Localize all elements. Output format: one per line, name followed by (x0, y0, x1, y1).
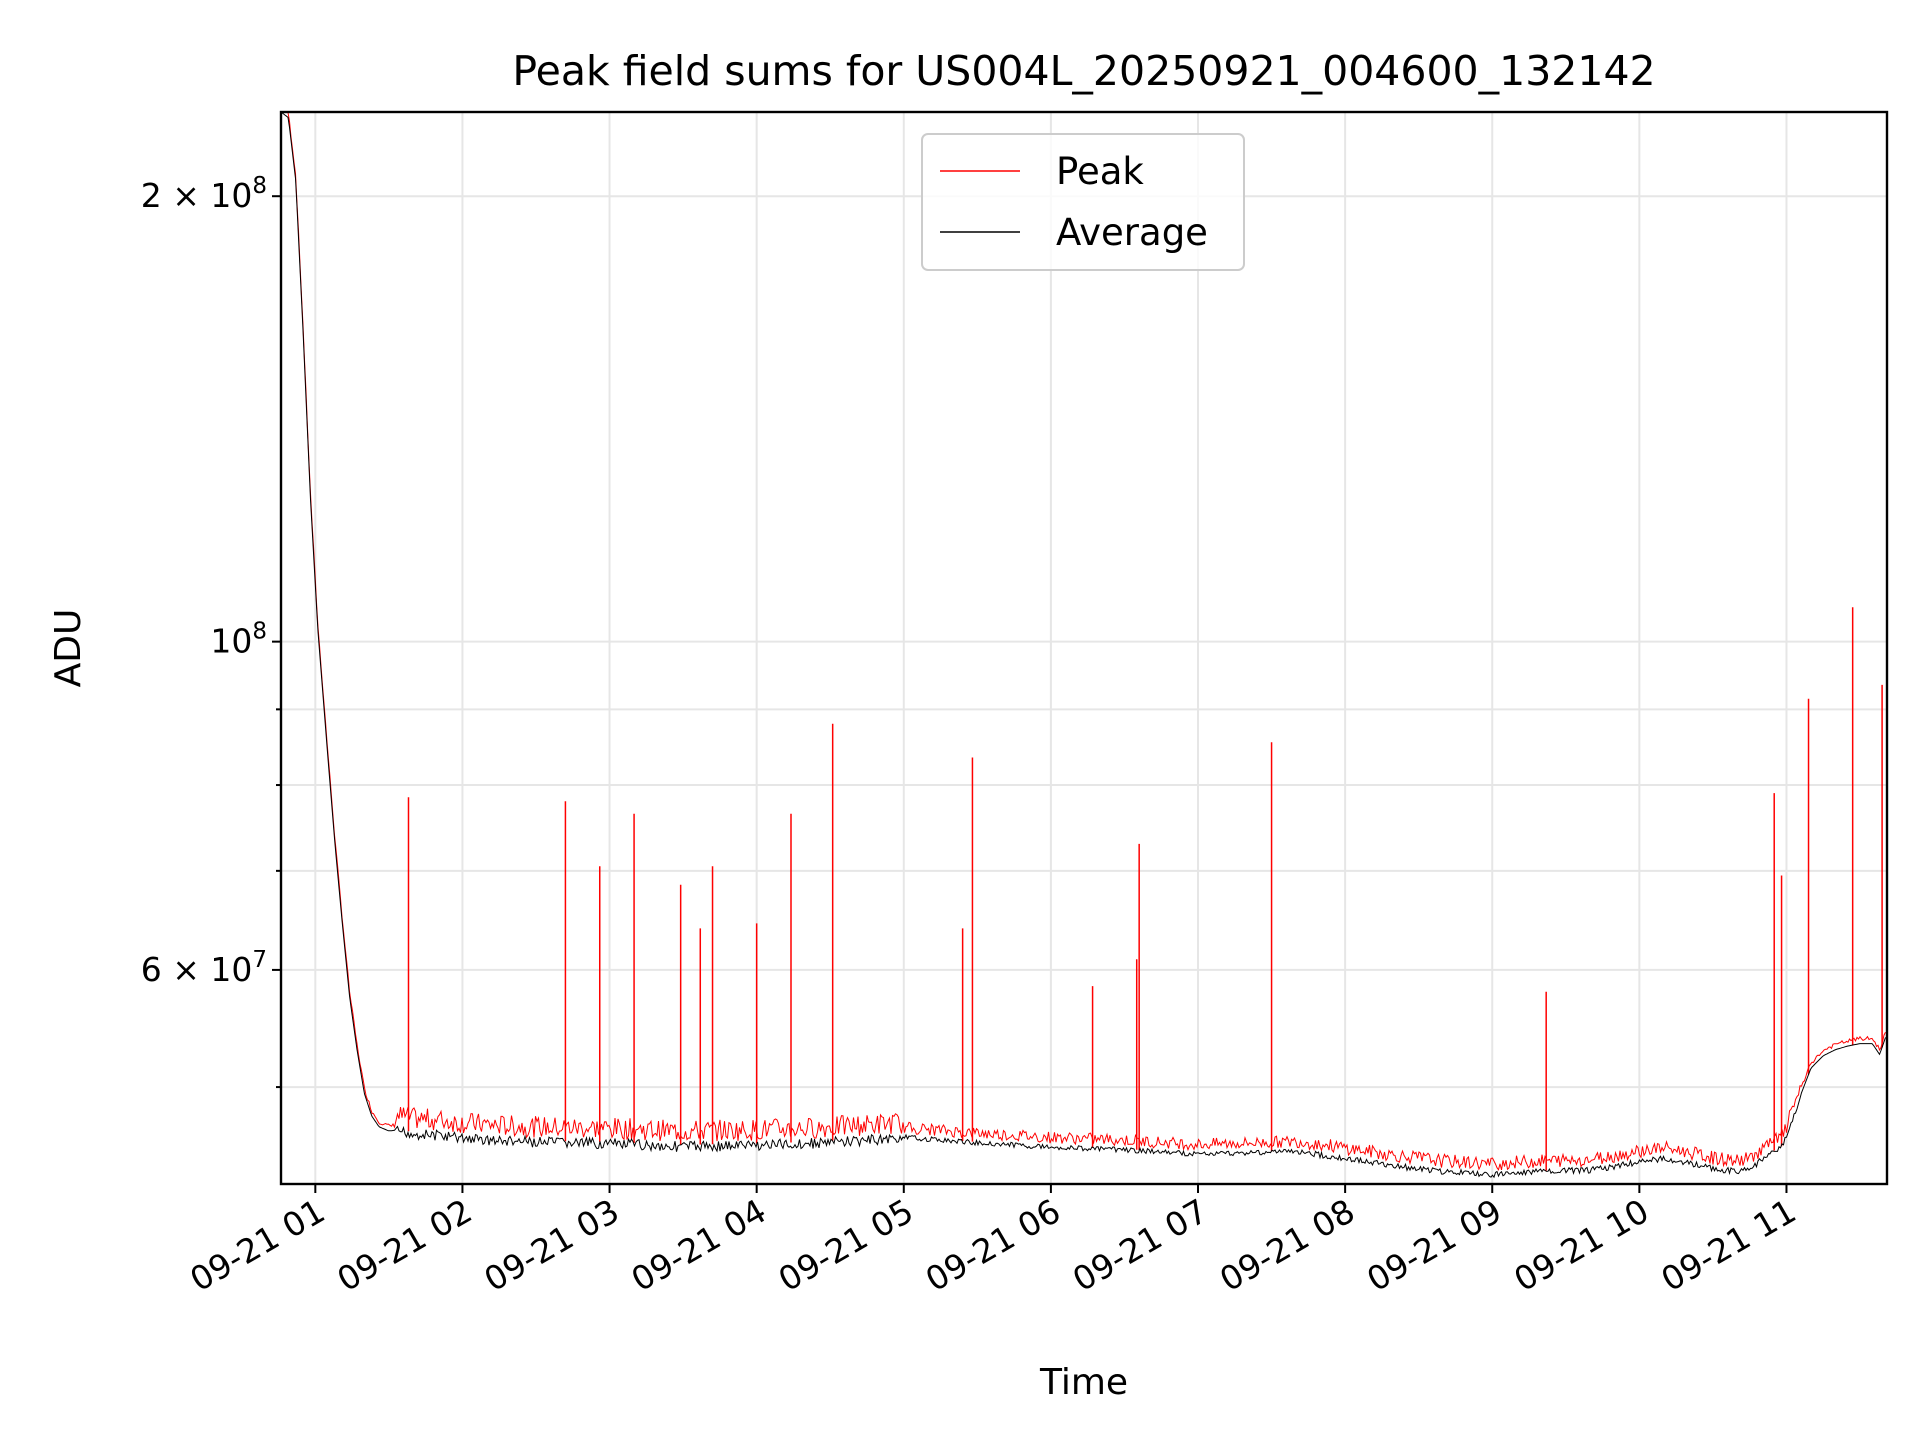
legend-box (921, 133, 1245, 271)
average-line (281, 112, 1886, 1179)
y-tick-label: 2 × 108 (141, 173, 267, 215)
legend: Peak Average (921, 133, 1245, 271)
plot-lines (281, 112, 1886, 1179)
x-axis-label: Time (1039, 1362, 1128, 1403)
y-tick-label: 6 × 107 (141, 947, 267, 989)
chart-title: Peak field sums for US004L_20250921_0046… (512, 47, 1655, 95)
y-axis: 108 2 × 108 6 × 107 (141, 173, 281, 1089)
y-axis-label: ADU (48, 609, 89, 688)
legend-label-average: Average (1056, 211, 1208, 254)
plot-frame (279, 110, 1889, 1186)
y-tick-label: 108 (210, 619, 267, 661)
legend-label-peak: Peak (1056, 150, 1144, 193)
grid (281, 112, 1887, 1184)
peak-line (282, 112, 1886, 1171)
